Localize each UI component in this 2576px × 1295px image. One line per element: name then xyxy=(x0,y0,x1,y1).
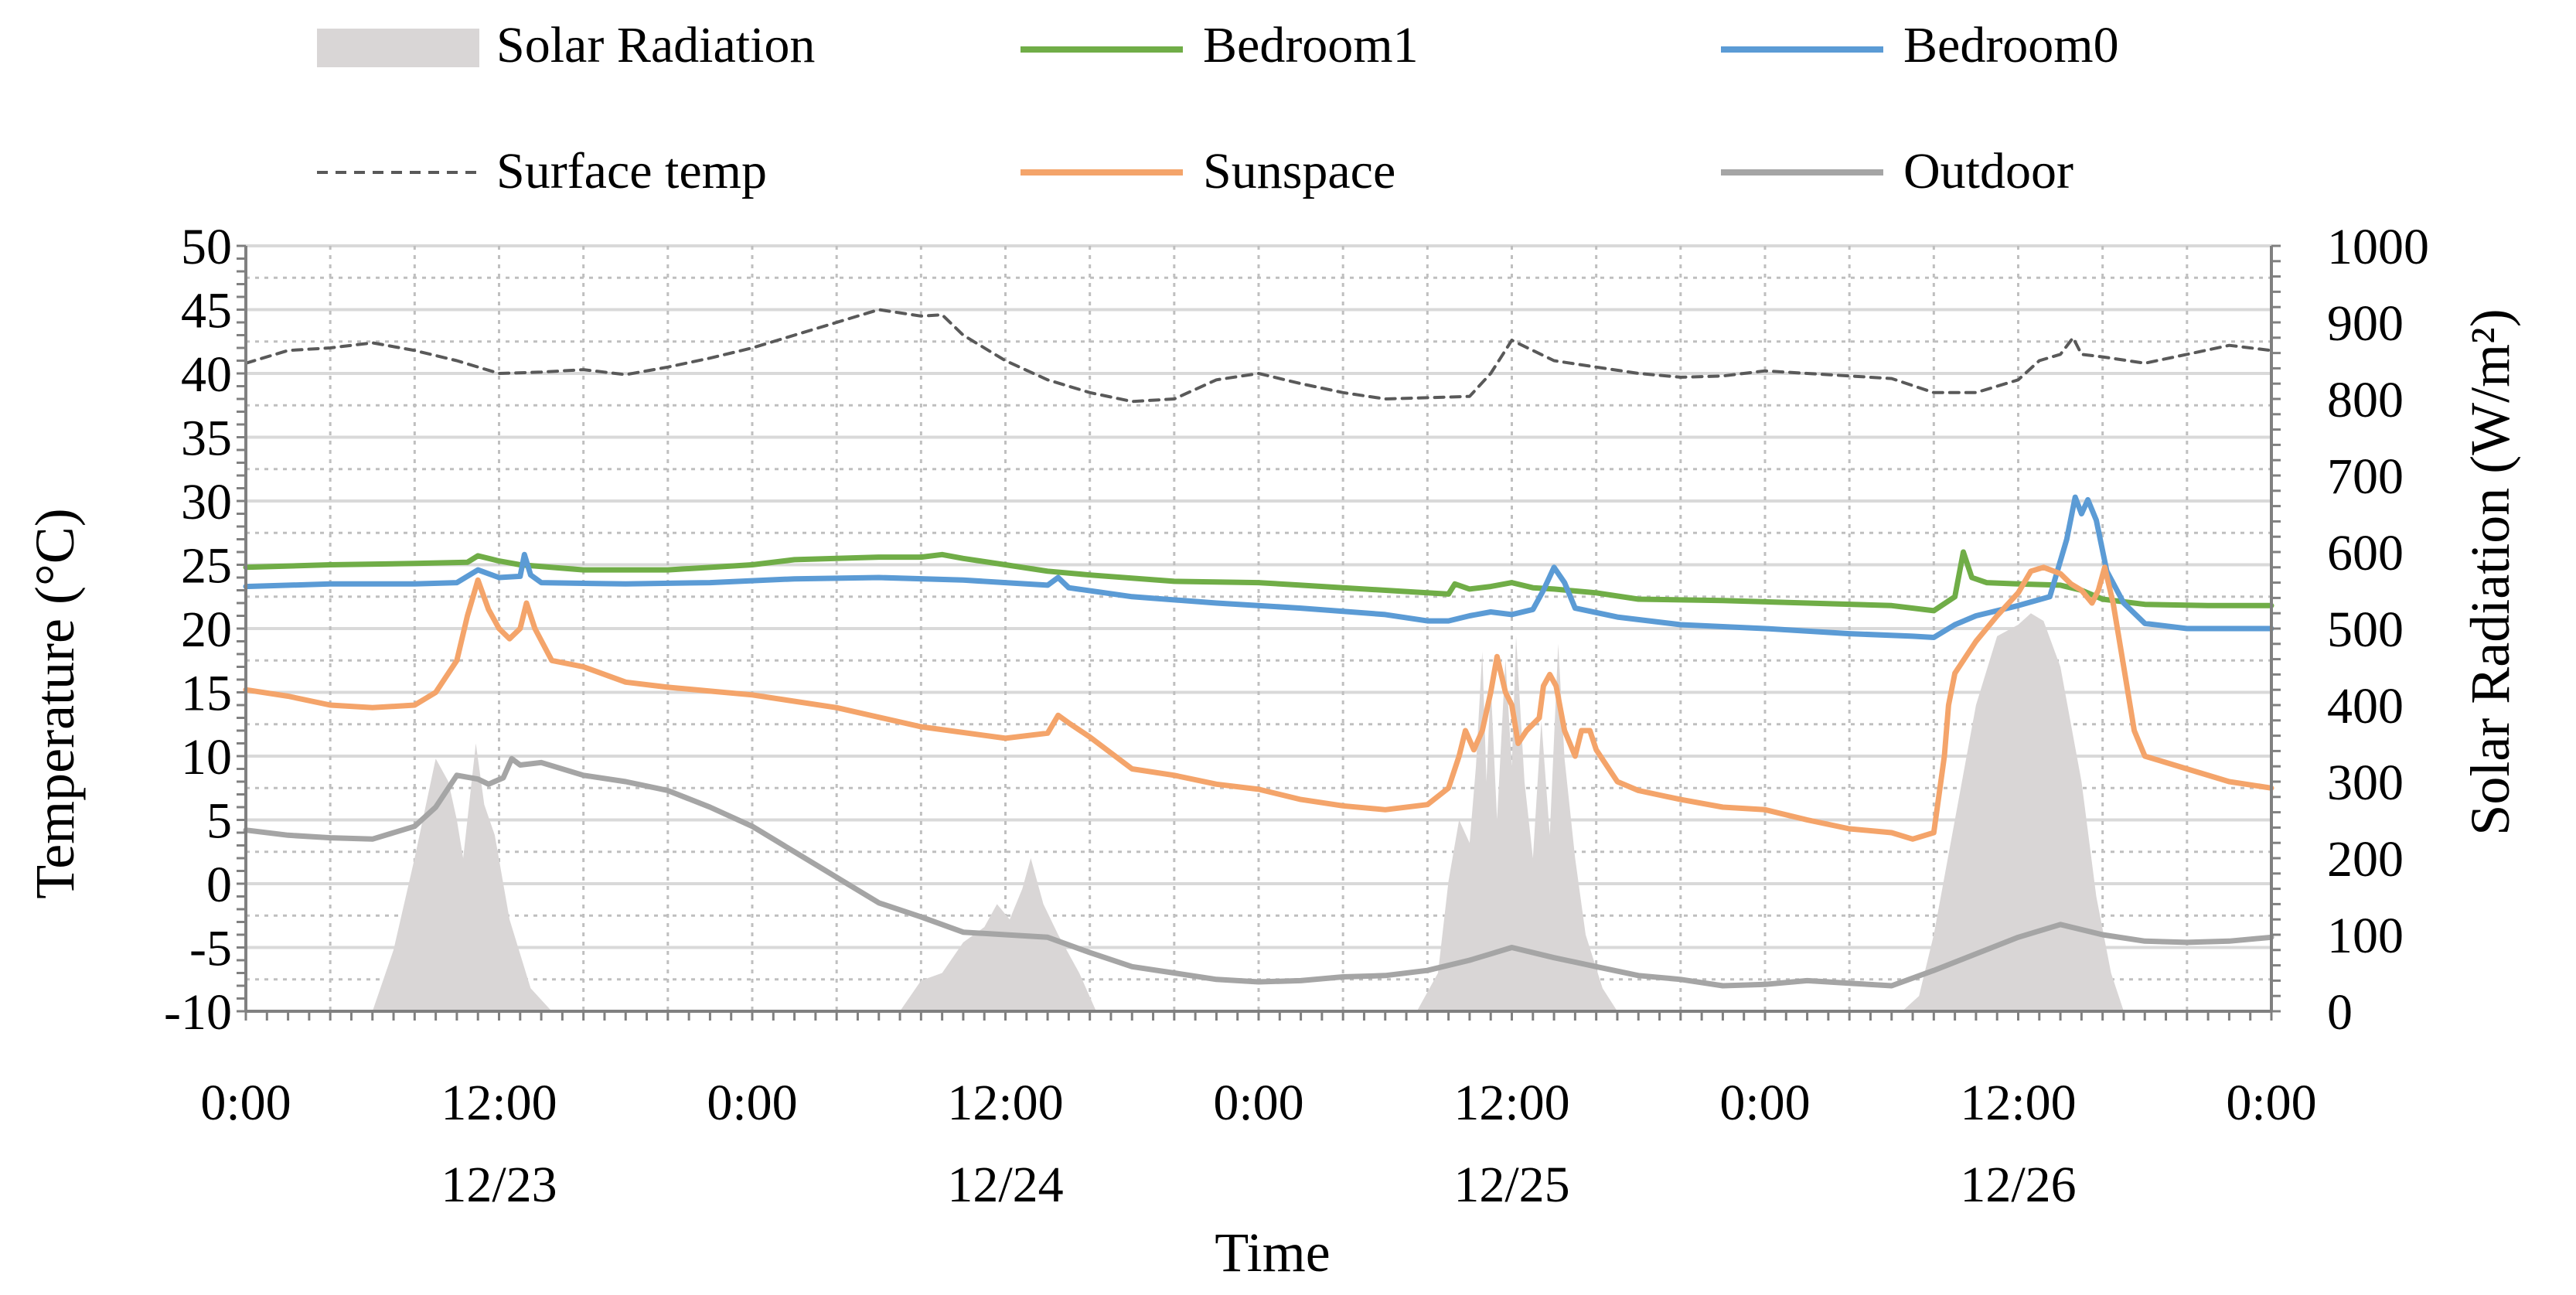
y-axis-title-right: Solar Radiation (W/m²) xyxy=(2459,308,2521,835)
y-tick-label-left: 25 xyxy=(181,538,232,595)
series-line-bedroom1 xyxy=(243,549,2274,614)
legend-label-surface-temp: Surface temp xyxy=(496,143,767,199)
tick-labels: -10-505101520253035404550010020030040050… xyxy=(164,219,2429,1213)
series-line-sunspace xyxy=(243,564,2274,842)
x-tick-label: 0:00 xyxy=(2226,1075,2316,1131)
series-area-solar-radiation xyxy=(246,613,2271,1011)
y-tick-label-left: 35 xyxy=(181,411,232,467)
y-tick-label-left: 20 xyxy=(181,601,232,658)
legend-label-sunspace: Sunspace xyxy=(1203,143,1395,199)
y-tick-label-left: 0 xyxy=(206,857,232,913)
y-tick-label-left: 5 xyxy=(206,793,232,850)
y-tick-label-left: 50 xyxy=(181,219,232,275)
y-axis-title-left: Temperature (°C) xyxy=(24,508,86,899)
y-tick-label-right: 300 xyxy=(2327,755,2404,811)
y-tick-label-right: 700 xyxy=(2327,448,2404,505)
x-tick-label: 0:00 xyxy=(1213,1075,1303,1131)
y-tick-label-left: -10 xyxy=(164,984,232,1041)
x-tick-label: 12:00 xyxy=(441,1075,557,1131)
y-tick-label-left: 40 xyxy=(181,346,232,403)
series-line-outdoor xyxy=(243,755,2274,989)
x-tick-label: 12:00 xyxy=(1960,1075,2076,1131)
x-date-label: 12/26 xyxy=(1960,1157,2076,1213)
x-date-label: 12/25 xyxy=(1453,1157,1569,1213)
legend-label-solar-radiation: Solar Radiation xyxy=(496,17,815,73)
legend: Solar Radiation Bedroom1 Bedroom0 Surfac… xyxy=(317,17,2119,199)
x-tick-label: 12:00 xyxy=(1453,1075,1569,1131)
series-line-surface-temp xyxy=(244,308,2273,404)
axes xyxy=(237,244,2281,1021)
x-tick-label: 0:00 xyxy=(200,1075,291,1131)
y-tick-label-right: 200 xyxy=(2327,831,2404,888)
y-tick-label-right: 0 xyxy=(2327,984,2353,1041)
temperature-lines xyxy=(243,308,2274,989)
y-tick-label-right: 500 xyxy=(2327,601,2404,658)
x-tick-label: 0:00 xyxy=(1719,1075,1810,1131)
legend-label-outdoor: Outdoor xyxy=(1903,143,2073,199)
y-tick-label-left: 30 xyxy=(181,474,232,530)
y-tick-label-right: 400 xyxy=(2327,678,2404,734)
legend-swatch-solar-radiation xyxy=(317,29,479,67)
y-tick-label-left: -5 xyxy=(189,921,232,977)
y-tick-label-right: 1000 xyxy=(2327,219,2429,275)
y-tick-label-left: 15 xyxy=(181,666,232,722)
x-date-label: 12/23 xyxy=(441,1157,557,1213)
y-tick-label-right: 600 xyxy=(2327,525,2404,581)
y-tick-label-right: 100 xyxy=(2327,908,2404,964)
y-tick-label-right: 800 xyxy=(2327,372,2404,428)
legend-label-bedroom1: Bedroom1 xyxy=(1203,17,1419,73)
x-date-label: 12/24 xyxy=(947,1157,1063,1213)
series-line-bedroom0 xyxy=(243,494,2274,640)
x-axis-title: Time xyxy=(1215,1222,1330,1283)
solar-radiation-area xyxy=(246,613,2271,1011)
y-tick-label-right: 900 xyxy=(2327,295,2404,352)
x-tick-label: 12:00 xyxy=(947,1075,1063,1131)
y-tick-label-left: 10 xyxy=(181,729,232,786)
legend-label-bedroom0: Bedroom0 xyxy=(1903,17,2119,73)
x-tick-label: 0:00 xyxy=(707,1075,797,1131)
y-tick-label-left: 45 xyxy=(181,283,232,339)
